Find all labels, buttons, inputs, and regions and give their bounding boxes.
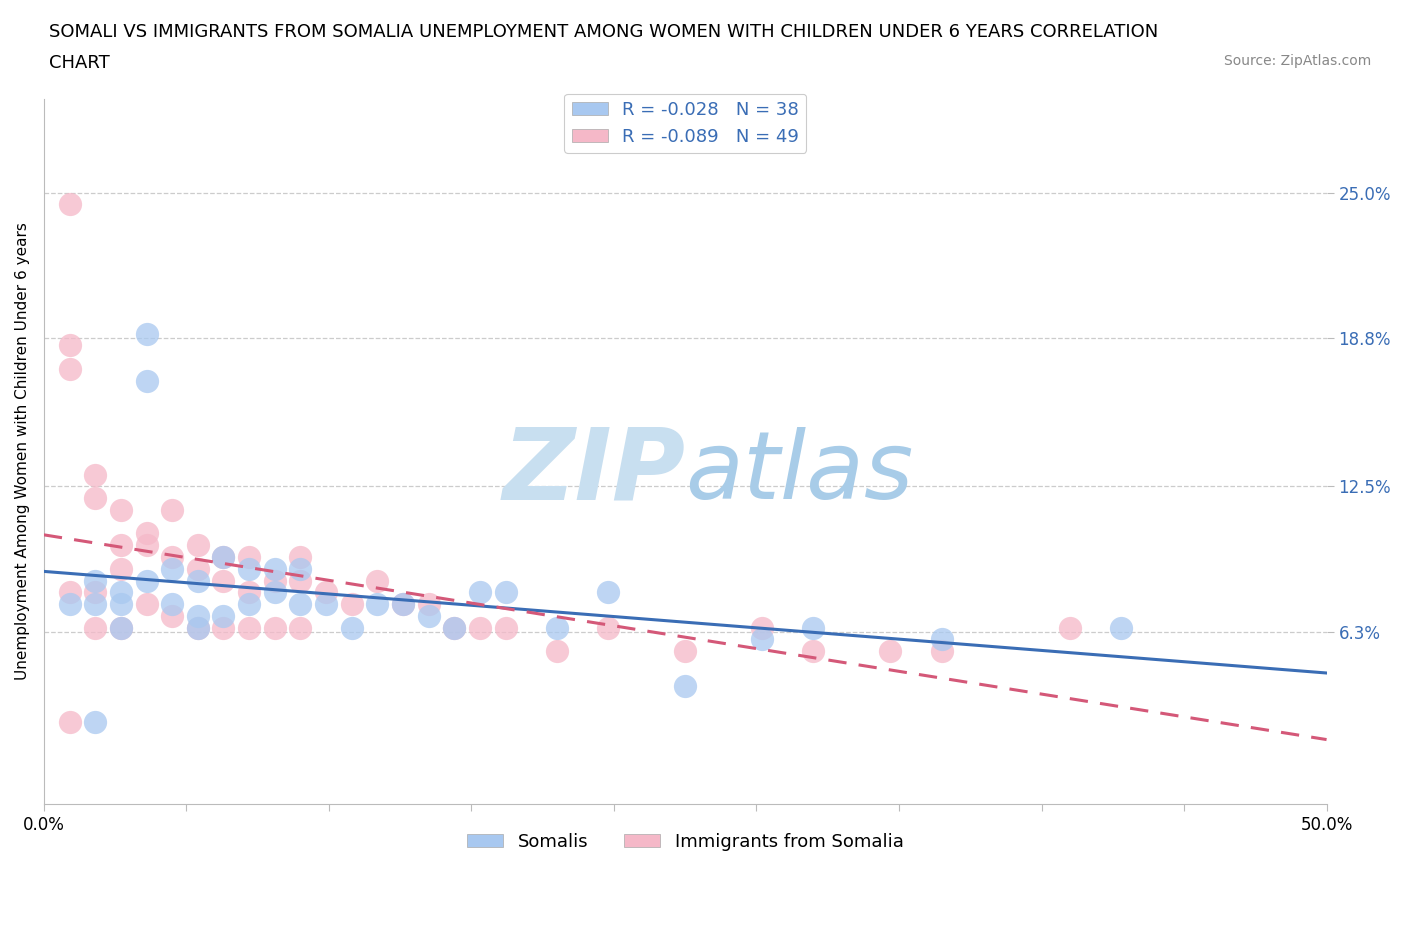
Point [84, 467, 107, 482]
Point [546, 620, 568, 635]
Point [187, 538, 209, 552]
Point [84, 491, 107, 506]
Point [187, 620, 209, 635]
Point [187, 562, 209, 577]
Text: atlas: atlas [685, 427, 914, 518]
Point [238, 562, 260, 577]
Point [418, 608, 440, 623]
Y-axis label: Unemployment Among Women with Children Under 6 years: Unemployment Among Women with Children U… [15, 222, 30, 680]
Point [58, 362, 80, 377]
Point [84, 620, 107, 635]
Point [290, 550, 312, 565]
Point [135, 596, 157, 611]
Point [803, 620, 825, 635]
Text: Source: ZipAtlas.com: Source: ZipAtlas.com [1223, 54, 1371, 68]
Point [160, 502, 183, 517]
Point [598, 620, 620, 635]
Point [443, 620, 465, 635]
Legend: Somalis, Immigrants from Somalia: Somalis, Immigrants from Somalia [460, 826, 911, 858]
Point [1059, 620, 1081, 635]
Point [212, 620, 235, 635]
Point [931, 644, 953, 658]
Point [290, 596, 312, 611]
Point [135, 538, 157, 552]
Point [212, 550, 235, 565]
Point [110, 620, 132, 635]
Point [58, 338, 80, 352]
Point [110, 596, 132, 611]
Point [110, 585, 132, 600]
Text: SOMALI VS IMMIGRANTS FROM SOMALIA UNEMPLOYMENT AMONG WOMEN WITH CHILDREN UNDER 6: SOMALI VS IMMIGRANTS FROM SOMALIA UNEMPL… [49, 23, 1159, 41]
Point [135, 373, 157, 388]
Point [392, 596, 415, 611]
Point [110, 562, 132, 577]
Point [238, 585, 260, 600]
Point [58, 596, 80, 611]
Point [468, 620, 491, 635]
Point [135, 526, 157, 541]
Point [495, 620, 517, 635]
Text: ZIP: ZIP [502, 424, 685, 521]
Point [598, 585, 620, 600]
Point [751, 631, 773, 646]
Point [366, 573, 388, 588]
Point [238, 620, 260, 635]
Point [110, 538, 132, 552]
Point [340, 596, 363, 611]
Point [238, 550, 260, 565]
Point [135, 326, 157, 341]
Point [58, 197, 80, 212]
Point [290, 573, 312, 588]
Point [340, 620, 363, 635]
Point [751, 620, 773, 635]
Point [110, 502, 132, 517]
Point [187, 573, 209, 588]
Point [290, 562, 312, 577]
Point [495, 585, 517, 600]
Point [212, 573, 235, 588]
Point [160, 596, 183, 611]
Point [212, 550, 235, 565]
Point [263, 620, 285, 635]
Point [263, 585, 285, 600]
Point [84, 585, 107, 600]
Point [673, 679, 696, 694]
Point [931, 631, 953, 646]
Point [58, 585, 80, 600]
Point [263, 562, 285, 577]
Point [84, 714, 107, 729]
Point [418, 596, 440, 611]
Point [315, 596, 337, 611]
Point [212, 608, 235, 623]
Point [673, 644, 696, 658]
Point [315, 585, 337, 600]
Point [187, 608, 209, 623]
Point [84, 573, 107, 588]
Point [160, 562, 183, 577]
Point [546, 644, 568, 658]
Point [135, 573, 157, 588]
Point [84, 596, 107, 611]
Point [443, 620, 465, 635]
Point [160, 550, 183, 565]
Point [160, 608, 183, 623]
Point [1111, 620, 1133, 635]
Point [366, 596, 388, 611]
Point [110, 620, 132, 635]
Point [392, 596, 415, 611]
Point [238, 596, 260, 611]
Point [58, 714, 80, 729]
Point [263, 573, 285, 588]
Text: CHART: CHART [49, 54, 110, 72]
Point [290, 620, 312, 635]
Point [803, 644, 825, 658]
Point [468, 585, 491, 600]
Point [879, 644, 901, 658]
Point [187, 620, 209, 635]
